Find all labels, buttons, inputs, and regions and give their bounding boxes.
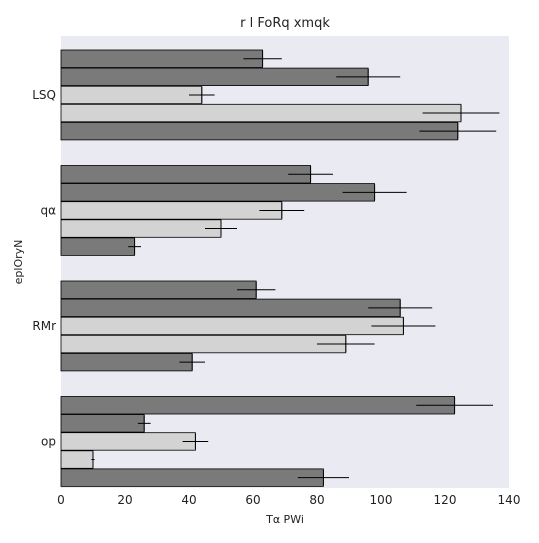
bars-layer bbox=[60, 49, 462, 487]
bar-2-3 bbox=[60, 334, 347, 354]
bar-1-2 bbox=[60, 201, 283, 220]
chart-title: r l FoRq xmqk bbox=[240, 16, 330, 31]
bar-3-1 bbox=[60, 414, 145, 433]
bar-1-3 bbox=[60, 219, 222, 238]
x-tick-label: 80 bbox=[309, 493, 324, 507]
bar-1-0 bbox=[60, 165, 312, 184]
bar-3-3 bbox=[60, 450, 94, 469]
x-tick-label: 140 bbox=[498, 493, 521, 507]
x-axis-title: Tα PWi bbox=[265, 513, 304, 526]
x-tick-label: 20 bbox=[117, 493, 132, 507]
x-tick-label: 60 bbox=[245, 493, 260, 507]
x-tick-label: 0 bbox=[57, 493, 65, 507]
x-tick-label: 100 bbox=[370, 493, 393, 507]
bar-3-0 bbox=[60, 396, 456, 415]
x-tick-label: 40 bbox=[181, 493, 196, 507]
bar-0-3 bbox=[60, 103, 462, 123]
x-tick-label: 120 bbox=[434, 493, 457, 507]
bar-0-1 bbox=[60, 67, 369, 86]
bar-0-2 bbox=[60, 85, 203, 105]
bar-2-4 bbox=[60, 352, 193, 372]
y-category-label: op bbox=[41, 434, 56, 448]
error-bars-layer bbox=[91, 50, 500, 486]
y-axis-title: eplOryN bbox=[12, 240, 25, 285]
y-category-label: LSQ bbox=[32, 88, 56, 102]
bar-3-2 bbox=[60, 432, 196, 451]
y-category-label: qα bbox=[40, 203, 56, 217]
bar-0-0 bbox=[60, 49, 264, 68]
x-axis-ticks: 0 20 40 60 80 100 120 140 bbox=[57, 493, 520, 507]
bar-1-4 bbox=[60, 237, 135, 256]
bar-2-2 bbox=[60, 316, 404, 336]
bar-2-1 bbox=[60, 298, 401, 318]
bar-0-4 bbox=[60, 122, 459, 141]
y-category-label: RMr bbox=[32, 319, 56, 333]
bar-1-1 bbox=[60, 183, 376, 202]
y-axis-categories: LSQ qα RMr op bbox=[32, 88, 56, 449]
bar-3-4 bbox=[60, 468, 324, 487]
bar-2-0 bbox=[60, 280, 257, 299]
